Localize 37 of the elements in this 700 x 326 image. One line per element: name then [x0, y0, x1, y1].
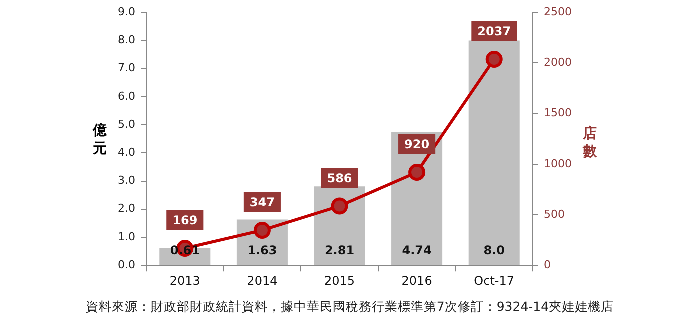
data-label: 4.74 [402, 244, 432, 258]
x-tick-label: 2015 [324, 274, 356, 288]
data-label: 347 [250, 196, 275, 210]
y2-tick-label: 0 [544, 258, 552, 272]
y-tick-label: 3.0 [118, 174, 136, 188]
point [408, 164, 426, 181]
point [254, 222, 271, 239]
y-tick-label: 7.0 [118, 62, 136, 75]
data-label: 1.63 [248, 244, 278, 258]
y-axis-title: 億元 [92, 122, 108, 158]
y-tick-label: 6.0 [118, 90, 136, 103]
y2-tick-label: 500 [544, 208, 566, 221]
source-note: 資料來源：財政部財政統計資料，據中華民國稅務行業標準第7次修訂：9324-14夾娃娃機店 [84, 299, 616, 316]
y2-tick-label: 1000 [544, 157, 572, 170]
data-label: 586 [327, 171, 352, 186]
x-tick-label: 2016 [402, 274, 432, 288]
x-tick-label: 2013 [170, 274, 200, 288]
y2-tick-label: 1500 [544, 106, 572, 120]
y-tick-label: 8.0 [118, 34, 136, 47]
y2-axis-title: 店數 [582, 125, 598, 161]
data-label: 2037 [478, 24, 512, 39]
y-tick-label: 0.0 [118, 258, 136, 272]
y2-tick-label: 2000 [544, 56, 572, 70]
data-label: 2.81 [324, 244, 355, 258]
data-label: 920 [404, 138, 430, 152]
x-tick-label: 2014 [247, 274, 278, 288]
data-label: 169 [172, 214, 198, 228]
y-tick-label: 1.0 [118, 230, 136, 244]
point [331, 198, 348, 215]
y-tick-label: 2.0 [118, 202, 136, 216]
point [486, 50, 503, 68]
data-label: 8.0 [484, 244, 505, 258]
y-tick-label: 9.0 [118, 5, 136, 18]
y-tick-label: 4.0 [118, 146, 136, 160]
y-tick-label: 5.0 [118, 118, 136, 131]
x-tick-label: Oct-17 [474, 274, 515, 288]
y2-tick-label: 2500 [544, 5, 572, 18]
